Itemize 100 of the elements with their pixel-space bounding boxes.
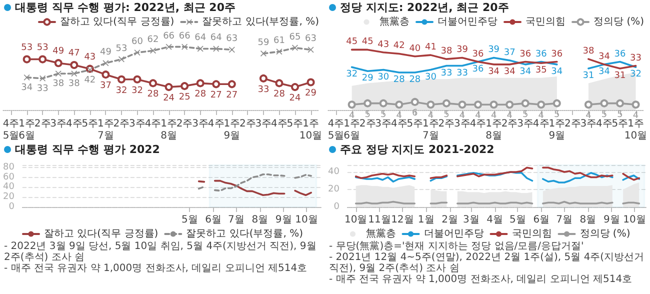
x-tick-label: 3주	[192, 118, 209, 130]
data-label: 28	[393, 74, 406, 85]
legend-label: 잘못하고 있다(부정률, %)	[186, 228, 304, 240]
data-label: 24	[289, 94, 301, 104]
data-label: 24	[163, 94, 175, 104]
chart-title: 대통령 직무 수행 평가 2022	[15, 142, 160, 157]
point	[164, 83, 173, 92]
data-label: 29	[305, 88, 317, 99]
point	[40, 75, 46, 82]
text: - 2021년 12월 4~5주(연말), 2022년 2월 1주(설), 5월 4주(지방선거 직전), 9월 2주(추석) 조사 쉼	[329, 252, 646, 274]
data-label: 66	[178, 31, 191, 42]
x-tick-label: 10월	[623, 214, 646, 226]
x-tick-label: 2주	[239, 118, 256, 130]
x-tick-label: 3월	[462, 214, 480, 226]
x-tick-label: 5월	[181, 214, 198, 226]
y-tick-label: 60	[3, 172, 15, 182]
data-label: 27	[226, 90, 238, 101]
data-label: 36	[551, 49, 563, 60]
x-tick-label: 4주	[208, 118, 224, 130]
x-tick-label: 11월	[368, 214, 391, 226]
point	[133, 75, 142, 84]
point	[308, 46, 314, 53]
data-label: 5	[617, 110, 623, 120]
data-label: 53	[21, 42, 33, 53]
x-tick-label: 8월	[252, 214, 268, 226]
data-label: 34	[520, 66, 532, 77]
legend-label: 정의당 (%)	[594, 16, 644, 28]
data-label: 37	[504, 48, 516, 58]
y-tick-label: 20	[328, 184, 340, 194]
x-tick-label: 4주	[470, 118, 486, 130]
data-label: 5	[444, 110, 450, 120]
legend-label: 잘하고 있다(직무 긍정률)	[60, 16, 174, 28]
x-tick-label: 4주	[390, 118, 408, 130]
x-tick-label: 4주	[144, 118, 162, 130]
data-label: 61	[274, 36, 285, 46]
data-label: 33	[36, 84, 48, 94]
x-tick-label: 1주 7월	[422, 118, 439, 142]
point	[228, 80, 236, 88]
data-label: 28	[147, 90, 160, 100]
data-label: 53	[36, 42, 48, 53]
x-tick-label: 3주	[454, 118, 470, 130]
data-label: 36	[472, 49, 484, 60]
y-tick-label: 40	[328, 167, 340, 177]
data-label: 28	[194, 90, 206, 100]
x-tick-label: 2주	[359, 118, 376, 130]
data-label: 33	[456, 68, 468, 78]
data-label: 36	[535, 49, 548, 60]
x-tick-label: 4주	[596, 118, 612, 130]
data-label: 6	[412, 108, 418, 118]
x-tick-label: 1주 8월	[486, 118, 502, 142]
data-label: 49	[52, 46, 64, 57]
legend-label: 국민의힘	[526, 16, 566, 28]
data-label: 33	[630, 53, 642, 64]
y-tick-label: 80	[3, 162, 15, 172]
data-label: 31	[614, 70, 626, 81]
x-tick-label: 1주 6월	[18, 118, 36, 142]
legend-label: 국민의힘	[512, 228, 552, 240]
data-label: 63	[226, 34, 238, 44]
x-tick-label: 3주	[255, 118, 272, 130]
data-label: 32	[630, 70, 642, 80]
data-label: 5	[522, 110, 528, 120]
data-label: 33	[440, 68, 452, 78]
x-tick-label: 5월	[510, 214, 526, 226]
data-label: 25	[178, 92, 190, 103]
data-label: 5	[601, 110, 608, 120]
x-tick-label: 9월	[603, 214, 620, 226]
y-tick-label: 20	[3, 192, 15, 202]
x-tick-label: 1주 6월	[344, 118, 360, 142]
legend-label: 더불어민주당	[424, 228, 484, 240]
chart-title: 주요 정당 지지도 2021-2022	[340, 142, 494, 157]
x-tick-label: 3주	[129, 118, 146, 130]
text: - 매주 전국 유권자 약 1,000명 전화조사, 데일리 오피니언 제514호	[4, 263, 308, 274]
x-tick-label: 10월	[344, 214, 368, 226]
data-label: 64	[194, 33, 206, 44]
data-label: 5	[364, 110, 370, 120]
point	[71, 70, 78, 77]
x-tick-label: 2주	[34, 118, 51, 130]
y-tick-label: 0	[8, 202, 15, 212]
data-label: 53	[116, 44, 128, 54]
x-tick-label: 4주	[532, 118, 550, 130]
data-label: 59	[258, 38, 270, 48]
data-label: 39	[456, 45, 468, 56]
data-label: 29	[362, 74, 374, 84]
data-label: 66	[163, 31, 175, 42]
point	[197, 46, 204, 52]
data-label: 38	[440, 46, 452, 57]
data-label: 38	[68, 79, 80, 90]
data-label: 39	[488, 45, 500, 56]
x-tick-label: 4주 5월	[2, 118, 20, 142]
x-tick-label: 12월	[391, 214, 414, 226]
x-tick-label: 3주	[517, 118, 534, 130]
x-tick-label: 1주 7월	[98, 118, 114, 142]
data-label: 5	[380, 110, 386, 120]
data-label: 41	[424, 42, 436, 53]
y-tick-label: 40	[3, 182, 15, 192]
data-label: 27	[210, 90, 222, 101]
x-tick-label: 7월	[228, 214, 244, 226]
x-tick-label: 1주 8월	[160, 118, 177, 142]
data-label: 32	[346, 70, 358, 80]
x-tick-label: 9월	[275, 214, 292, 226]
